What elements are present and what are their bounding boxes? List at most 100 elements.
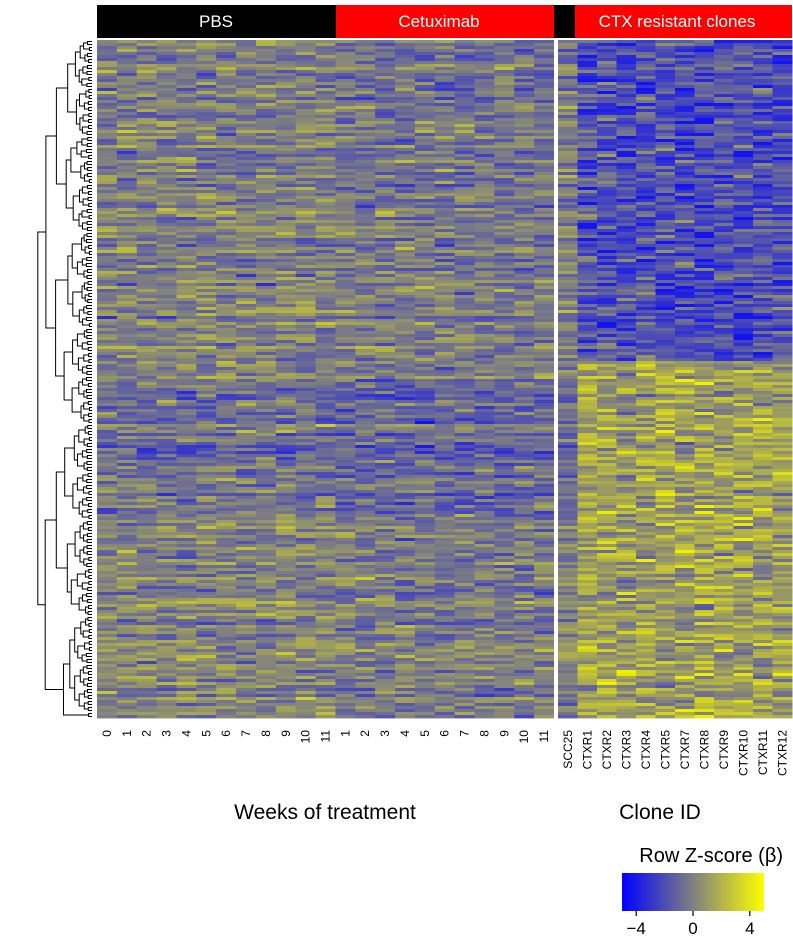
heatmap-cell (434, 580, 456, 584)
heatmap-cell (375, 466, 396, 470)
heatmap-cell (335, 496, 356, 500)
heatmap-cell (395, 472, 416, 476)
heatmap-cell (315, 61, 336, 65)
heatmap-cell (156, 106, 177, 110)
heatmap-cell (116, 571, 138, 575)
heatmap-cell (216, 355, 237, 359)
heatmap-cell (514, 613, 535, 617)
heatmap-cell (196, 103, 217, 107)
heatmap-cell (335, 226, 356, 230)
heatmap-cell (375, 286, 396, 290)
heatmap-cell (375, 61, 396, 65)
heatmap-cell (494, 442, 515, 446)
heatmap-cell (474, 280, 495, 284)
heatmap-cell (335, 232, 356, 236)
heatmap-cell (355, 367, 376, 371)
heatmap-cell (216, 283, 237, 287)
heatmap-cell (97, 247, 118, 251)
heatmap-cell (454, 421, 476, 425)
heatmap-cell (434, 130, 456, 134)
heatmap-cell (236, 685, 257, 689)
heatmap-cell (295, 268, 317, 272)
heatmap-cell (196, 682, 217, 686)
heatmap-cell (335, 358, 356, 362)
heatmap-cell (275, 259, 297, 263)
heatmap-cell (315, 619, 336, 623)
heatmap-cell (315, 391, 336, 395)
heatmap-cell (474, 124, 495, 128)
heatmap-cell (494, 463, 515, 467)
heatmap-cell (176, 463, 197, 467)
heatmap-cell (176, 265, 197, 269)
heatmap-cell (196, 355, 217, 359)
heatmap-cell (97, 49, 118, 53)
heatmap-cell (494, 181, 515, 185)
heatmap-cell (97, 322, 118, 326)
heatmap-cell (216, 121, 237, 125)
heatmap-cell (514, 625, 535, 629)
heatmap-cell (196, 640, 217, 644)
heatmap-cell (534, 679, 555, 683)
heatmap-cell (454, 487, 476, 491)
heatmap-cell (97, 598, 118, 602)
heatmap-cell (474, 325, 495, 329)
heatmap-cell (255, 358, 277, 362)
heatmap-cell (295, 355, 317, 359)
heatmap-cell (474, 664, 495, 668)
heatmap-cell (97, 103, 118, 107)
heatmap-cell (434, 274, 456, 278)
heatmap-cell (196, 202, 217, 206)
heatmap-cell (395, 403, 416, 407)
heatmap-cell (494, 247, 515, 251)
heatmap-cell (355, 415, 376, 419)
heatmap-cell (116, 238, 138, 242)
heatmap-cell (355, 499, 376, 503)
heatmap-cell (255, 442, 277, 446)
heatmap-cell (335, 85, 356, 89)
heatmap-cell (275, 352, 297, 356)
heatmap-cell (196, 454, 217, 458)
heatmap-cell (196, 253, 217, 257)
heatmap-cell (335, 79, 356, 83)
heatmap-cell (474, 460, 495, 464)
heatmap-cell (156, 148, 177, 152)
heatmap-cell (236, 241, 257, 245)
heatmap-cell (534, 304, 555, 308)
heatmap-cell (494, 283, 515, 287)
heatmap-cell (434, 43, 456, 47)
heatmap-cell (196, 319, 217, 323)
heatmap-cell (355, 430, 376, 434)
heatmap-cell (315, 274, 336, 278)
heatmap-cell (534, 184, 555, 188)
heatmap-cell (97, 292, 118, 296)
heatmap-cell (216, 193, 237, 197)
heatmap-cell (534, 502, 555, 506)
heatmap-cell (434, 529, 456, 533)
heatmap-cell (494, 49, 515, 53)
heatmap-cell (514, 301, 535, 305)
heatmap-cell (136, 238, 158, 242)
heatmap-cell (315, 535, 336, 539)
heatmap-cell (414, 82, 436, 86)
heatmap-cell (335, 400, 356, 404)
heatmap-cell (136, 469, 158, 473)
heatmap-cell (255, 256, 277, 260)
heatmap-cell (156, 238, 177, 242)
heatmap-cell (136, 184, 158, 188)
heatmap-cell (434, 64, 456, 68)
heatmap-cell (176, 502, 197, 506)
heatmap-cell (454, 154, 476, 158)
heatmap-cell (494, 346, 515, 350)
heatmap-cell (434, 382, 456, 386)
heatmap-cell (236, 637, 257, 641)
heatmap-cell (534, 274, 555, 278)
heatmap-cell (196, 76, 217, 80)
heatmap-cell (315, 352, 336, 356)
heatmap-cell (315, 406, 336, 410)
heatmap-cell (355, 553, 376, 557)
heatmap-cell (454, 661, 476, 665)
heatmap-cell (494, 67, 515, 71)
heatmap-cell (295, 400, 317, 404)
heatmap-cell (176, 127, 197, 131)
heatmap-cell (295, 190, 317, 194)
